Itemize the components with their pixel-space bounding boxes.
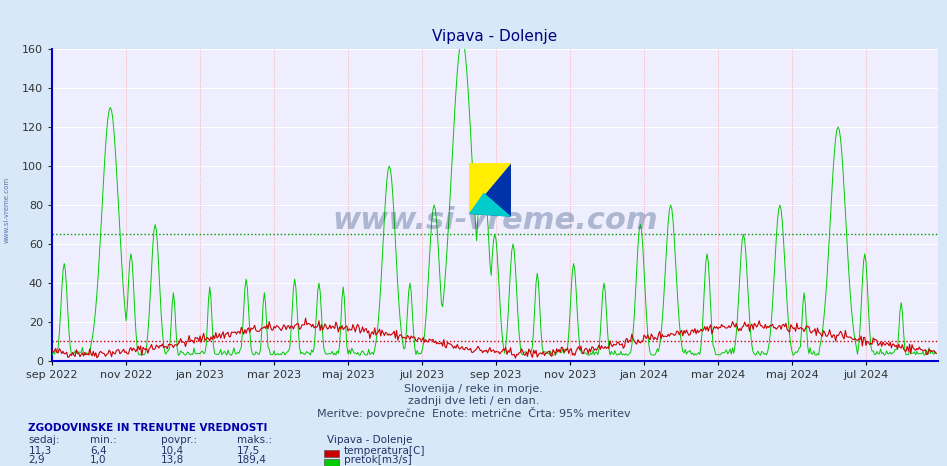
Text: temperatura[C]: temperatura[C] [344, 446, 425, 456]
Text: www.si-vreme.com: www.si-vreme.com [4, 177, 9, 243]
Text: pretok[m3/s]: pretok[m3/s] [344, 455, 412, 465]
Text: zadnji dve leti / en dan.: zadnji dve leti / en dan. [408, 397, 539, 406]
Polygon shape [469, 163, 511, 214]
Text: Vipava - Dolenje: Vipava - Dolenje [327, 435, 412, 445]
Text: 17,5: 17,5 [237, 446, 260, 456]
Text: Slovenija / reke in morje.: Slovenija / reke in morje. [404, 384, 543, 394]
Text: povpr.:: povpr.: [161, 435, 197, 445]
Text: 13,8: 13,8 [161, 455, 185, 465]
Title: Vipava - Dolenje: Vipava - Dolenje [432, 28, 558, 44]
Text: Meritve: povprečne  Enote: metrične  Črta: 95% meritev: Meritve: povprečne Enote: metrične Črta:… [316, 407, 631, 418]
Text: sedaj:: sedaj: [28, 435, 60, 445]
Text: min.:: min.: [90, 435, 116, 445]
Text: maks.:: maks.: [237, 435, 272, 445]
Text: 6,4: 6,4 [90, 446, 107, 456]
Text: 189,4: 189,4 [237, 455, 267, 465]
Polygon shape [469, 163, 511, 217]
Polygon shape [469, 192, 511, 217]
Text: ZGODOVINSKE IN TRENUTNE VREDNOSTI: ZGODOVINSKE IN TRENUTNE VREDNOSTI [28, 423, 268, 433]
Text: 10,4: 10,4 [161, 446, 184, 456]
Text: www.si-vreme.com: www.si-vreme.com [332, 206, 657, 235]
Text: 2,9: 2,9 [28, 455, 45, 465]
Text: 1,0: 1,0 [90, 455, 106, 465]
Text: 11,3: 11,3 [28, 446, 52, 456]
